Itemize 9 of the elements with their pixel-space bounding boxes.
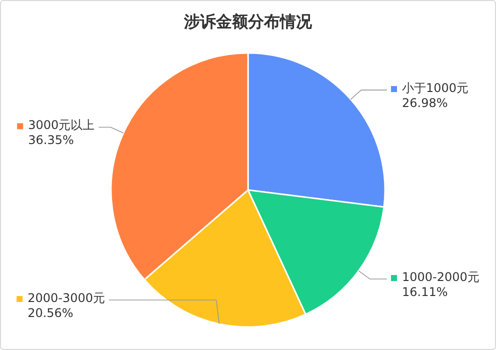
- data-label: 20.56%: [28, 306, 74, 320]
- data-label: 36.35%: [28, 133, 74, 148]
- data-label: 16.11%: [402, 285, 448, 300]
- legend-label: 小于1000元: [402, 81, 469, 96]
- chart-title: 涉诉金额分布情况: [183, 12, 313, 31]
- data-label: 26.98%: [402, 96, 448, 110]
- legend-label: 3000元以上: [28, 118, 95, 132]
- legend-label: 1000-2000元: [402, 270, 480, 284]
- legend-label: 2000-3000元: [28, 291, 105, 305]
